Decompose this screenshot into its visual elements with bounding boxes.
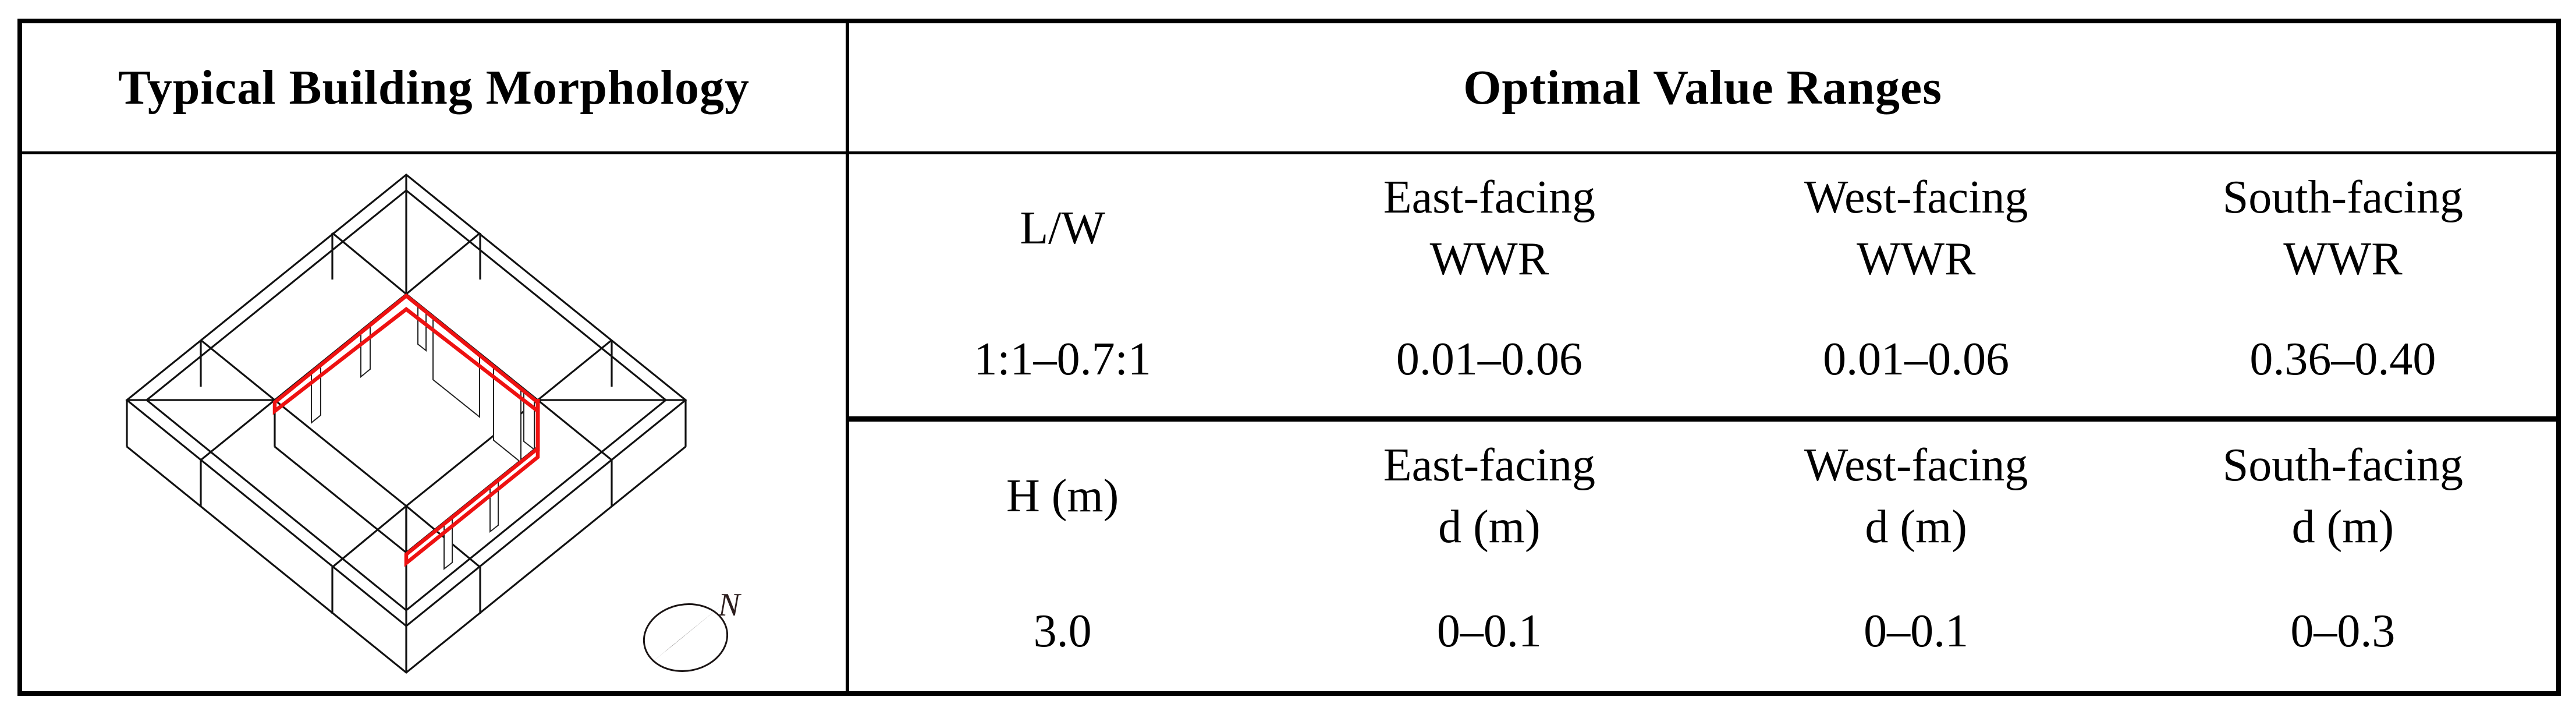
building-morphology-figure: N (22, 154, 846, 691)
value-south-depth-range: 0–0.3 (2290, 606, 2396, 657)
header-west-wwr: West-facing WWR (1804, 171, 2028, 285)
compass-needle-icon (648, 604, 723, 666)
value-lw-range: 1:1–0.7:1 (974, 334, 1151, 385)
courtyard-building-axonometric: N (125, 173, 741, 674)
header-lw: L/W (1020, 202, 1105, 254)
value-east-wwr-range: 0.01–0.06 (1396, 334, 1582, 385)
vertical-divider (846, 23, 849, 691)
header-east-depth: East-facing d (m) (1383, 440, 1595, 553)
section-divider-rule (849, 416, 2556, 422)
title-row-rule (22, 151, 2556, 154)
title-building-morphology: Typical Building Morphology (118, 60, 750, 115)
header-west-depth: West-facing d (m) (1804, 440, 2028, 553)
value-south-wwr-range: 0.36–0.40 (2249, 334, 2436, 385)
north-compass: N (643, 587, 741, 673)
value-west-wwr-range: 0.01–0.06 (1823, 334, 2010, 385)
title-optimal-value-ranges: Optimal Value Ranges (1463, 60, 1942, 115)
courtyard-highlight (272, 293, 540, 567)
morphology-table: Typical Building Morphology Optimal Valu… (17, 19, 2561, 696)
header-south-depth: South-facing d (m) (2222, 440, 2463, 553)
value-west-depth-range: 0–0.1 (1864, 606, 1969, 657)
header-height: H (m) (1006, 471, 1119, 522)
compass-circle (643, 603, 729, 673)
building-wireframe (125, 173, 687, 674)
header-east-wwr: East-facing WWR (1383, 171, 1595, 285)
compass-north-label: N (718, 587, 741, 623)
value-east-depth-range: 0–0.1 (1436, 606, 1542, 657)
header-south-wwr: South-facing WWR (2222, 171, 2463, 285)
value-height: 3.0 (1033, 606, 1092, 657)
